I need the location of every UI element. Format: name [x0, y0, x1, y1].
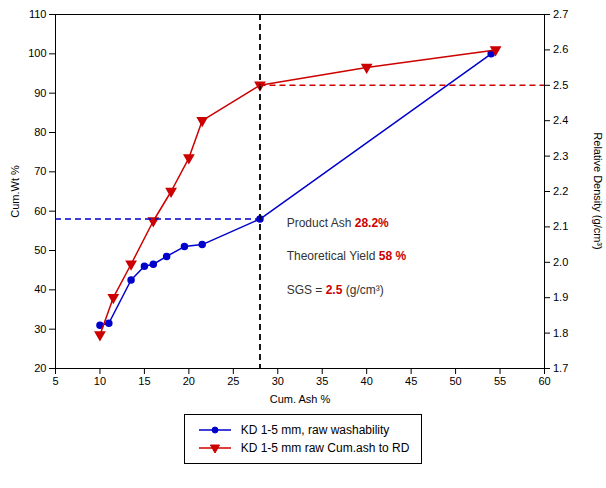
svg-text:30: 30: [272, 375, 284, 387]
svg-text:1.9: 1.9: [553, 291, 568, 303]
svg-text:55: 55: [494, 375, 506, 387]
svg-text:110: 110: [29, 8, 47, 20]
svg-text:35: 35: [316, 375, 328, 387]
svg-text:50: 50: [449, 375, 461, 387]
svg-text:Theoretical Yield 58 %: Theoretical Yield 58 %: [287, 249, 407, 263]
svg-text:2.4: 2.4: [553, 114, 568, 126]
svg-text:Relative Density (g/cm³): Relative Density (g/cm³): [592, 132, 604, 249]
svg-text:Cum. Ash %: Cum. Ash %: [270, 393, 331, 405]
svg-text:80: 80: [34, 126, 46, 138]
svg-text:1.8: 1.8: [553, 327, 568, 339]
svg-text:10: 10: [94, 375, 106, 387]
svg-text:1.7: 1.7: [553, 362, 568, 374]
svg-text:25: 25: [227, 375, 239, 387]
svg-text:45: 45: [405, 375, 417, 387]
svg-text:20: 20: [183, 375, 195, 387]
svg-text:100: 100: [28, 47, 46, 59]
svg-text:70: 70: [34, 165, 46, 177]
svg-text:2.2: 2.2: [553, 185, 568, 197]
svg-text:60: 60: [538, 375, 550, 387]
html-text:KD 1-5 mm raw Cum.ash to RD: KD 1-5 mm raw Cum.ash to RD: [240, 441, 410, 455]
html-text:KD 1-5 mm, raw washability: KD 1-5 mm, raw washability: [240, 423, 390, 437]
svg-text:30: 30: [34, 323, 46, 335]
svg-text:5: 5: [52, 375, 58, 387]
svg-text:20: 20: [34, 362, 46, 374]
svg-text:2.6: 2.6: [553, 43, 568, 55]
svg-text:60: 60: [34, 205, 46, 217]
svg-text:50: 50: [34, 244, 46, 256]
svg-text:SGS = 2.5 (g/cm³): SGS = 2.5 (g/cm³): [287, 283, 384, 297]
svg-text:2.7: 2.7: [553, 8, 568, 20]
svg-text:2.0: 2.0: [553, 256, 568, 268]
svg-text:90: 90: [34, 87, 46, 99]
svg-text:2.3: 2.3: [553, 150, 568, 162]
svg-text:40: 40: [34, 283, 46, 295]
svg-text:40: 40: [361, 375, 373, 387]
svg-text:15: 15: [138, 375, 150, 387]
svg-text:2.1: 2.1: [553, 220, 568, 232]
svg-text:2.5: 2.5: [553, 79, 568, 91]
svg-text:Cum.Wt %: Cum.Wt %: [9, 165, 21, 218]
svg-text:Product Ash 28.2%: Product Ash 28.2%: [287, 216, 389, 230]
